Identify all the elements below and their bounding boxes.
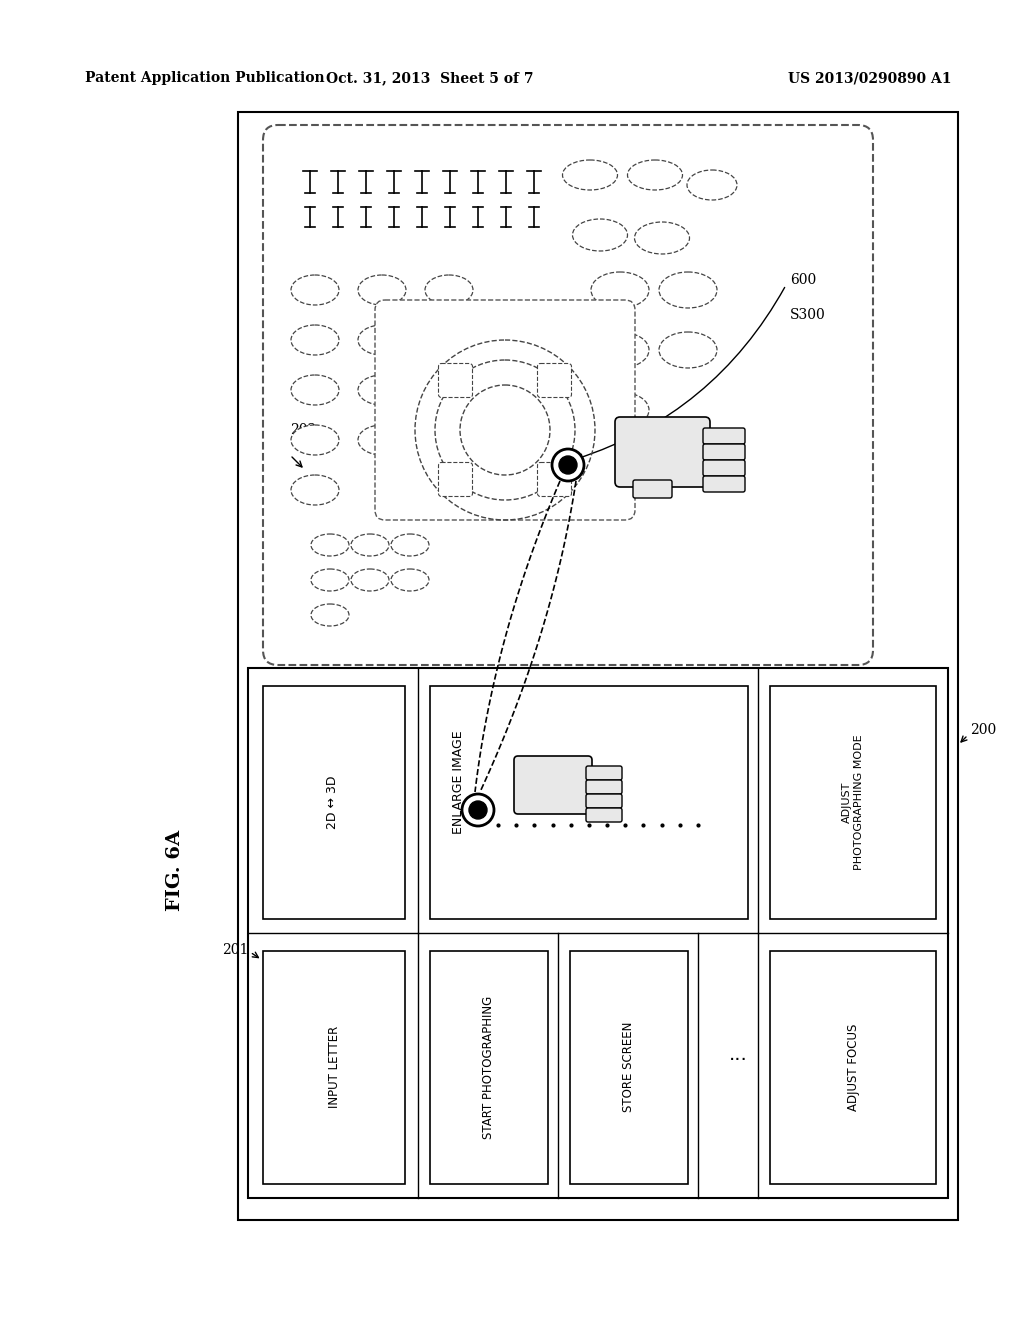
FancyBboxPatch shape [586,808,622,822]
FancyBboxPatch shape [263,125,873,665]
Text: S200: S200 [508,853,544,867]
Ellipse shape [659,272,717,308]
Ellipse shape [291,375,339,405]
FancyBboxPatch shape [538,363,571,397]
Ellipse shape [351,535,389,556]
Ellipse shape [572,219,628,251]
Text: 200: 200 [970,723,996,737]
Circle shape [552,449,584,480]
Ellipse shape [635,222,689,253]
Ellipse shape [311,569,349,591]
Ellipse shape [391,535,429,556]
Text: ENLARGE IMAGE: ENLARGE IMAGE [452,730,465,834]
Text: 600: 600 [790,273,816,286]
FancyBboxPatch shape [615,417,710,487]
Text: FIG. 6A: FIG. 6A [166,829,184,911]
Text: US 2013/0290890 A1: US 2013/0290890 A1 [788,71,951,84]
Circle shape [462,795,494,826]
FancyBboxPatch shape [586,795,622,808]
FancyBboxPatch shape [438,462,472,496]
Ellipse shape [425,275,473,305]
Ellipse shape [628,160,683,190]
FancyBboxPatch shape [633,480,672,498]
Ellipse shape [591,272,649,308]
FancyBboxPatch shape [430,950,548,1184]
FancyBboxPatch shape [570,950,688,1184]
FancyBboxPatch shape [238,112,958,1220]
Ellipse shape [358,375,406,405]
Ellipse shape [391,569,429,591]
FancyBboxPatch shape [586,780,622,795]
Ellipse shape [291,275,339,305]
Text: ADJUST
PHOTOGRAPHING MODE: ADJUST PHOTOGRAPHING MODE [842,734,864,870]
FancyBboxPatch shape [438,363,472,397]
Text: 202: 202 [290,422,316,437]
Text: Oct. 31, 2013  Sheet 5 of 7: Oct. 31, 2013 Sheet 5 of 7 [327,71,534,84]
Text: STORE SCREEN: STORE SCREEN [623,1022,636,1113]
Text: ...: ... [729,1045,748,1064]
Ellipse shape [291,325,339,355]
Ellipse shape [291,425,339,455]
Ellipse shape [358,275,406,305]
FancyBboxPatch shape [514,756,592,814]
Ellipse shape [311,605,349,626]
FancyBboxPatch shape [263,686,406,919]
Ellipse shape [351,569,389,591]
Ellipse shape [311,535,349,556]
FancyBboxPatch shape [703,444,745,459]
Ellipse shape [591,333,649,368]
FancyBboxPatch shape [703,459,745,477]
FancyBboxPatch shape [703,428,745,444]
Text: START PHOTOGRAPHING: START PHOTOGRAPHING [482,995,496,1139]
FancyBboxPatch shape [248,668,948,1199]
Text: 2D ↔ 3D: 2D ↔ 3D [327,775,340,829]
Text: Patent Application Publication: Patent Application Publication [85,71,325,84]
FancyBboxPatch shape [703,477,745,492]
Ellipse shape [687,170,737,201]
Ellipse shape [562,160,617,190]
FancyBboxPatch shape [430,686,748,919]
FancyBboxPatch shape [375,300,635,520]
Circle shape [559,455,577,474]
FancyBboxPatch shape [770,950,936,1184]
Ellipse shape [291,475,339,506]
Text: 201: 201 [221,942,248,957]
Ellipse shape [358,425,406,455]
FancyBboxPatch shape [263,950,406,1184]
Circle shape [469,801,487,818]
FancyBboxPatch shape [770,686,936,919]
Text: ADJUST FOCUS: ADJUST FOCUS [847,1023,859,1110]
Text: INPUT LETTER: INPUT LETTER [328,1026,341,1107]
Ellipse shape [591,392,649,428]
FancyBboxPatch shape [586,766,622,780]
FancyBboxPatch shape [538,462,571,496]
Text: S300: S300 [790,308,825,322]
Ellipse shape [358,325,406,355]
Ellipse shape [659,333,717,368]
Ellipse shape [425,325,473,355]
